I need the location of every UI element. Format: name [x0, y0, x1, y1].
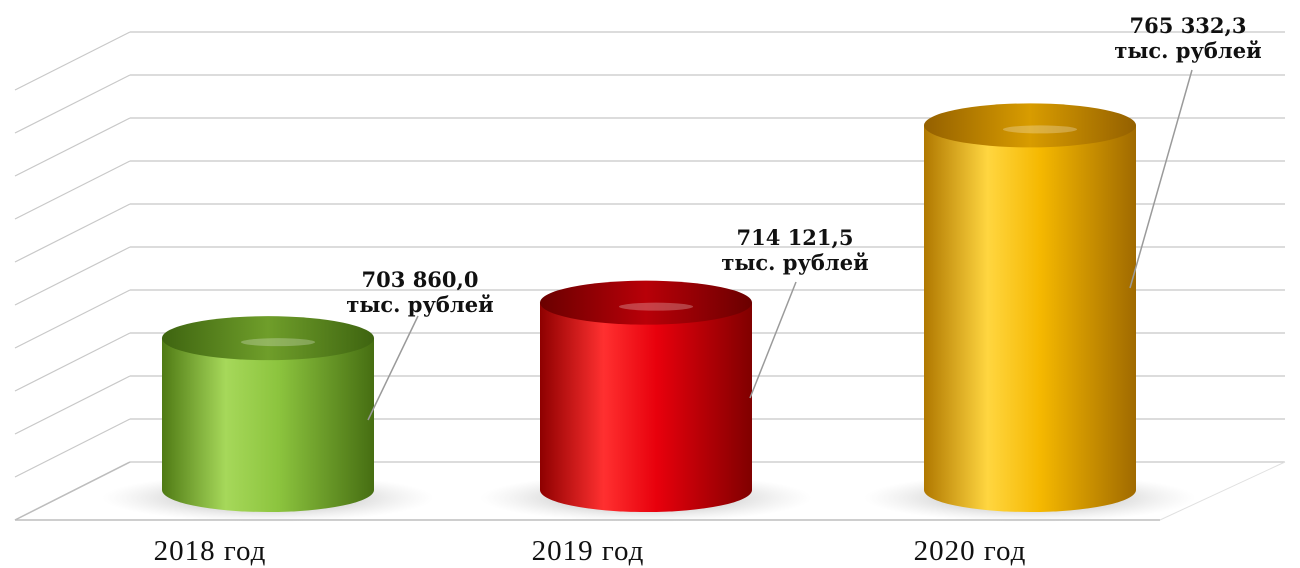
x-axis-labels: 2018 год 2019 год 2020 год [154, 535, 1027, 567]
x-tick-label: 2019 год [532, 535, 645, 567]
bar-top [924, 103, 1136, 148]
gridline-depth [14, 418, 131, 478]
gridline-depth [14, 375, 131, 435]
bar-top [162, 316, 374, 361]
bar [924, 125, 1136, 513]
bar-cylinder [480, 280, 812, 522]
bars-group [102, 103, 1196, 522]
gridline-depth [14, 246, 131, 306]
leader-line [1129, 69, 1193, 289]
data-label-value: 714 121,5 [737, 225, 854, 250]
data-label-unit: тыс. рублей [346, 292, 493, 317]
bar-highlight [618, 302, 694, 311]
data-label-unit: тыс. рублей [721, 250, 868, 275]
data-label-unit: тыс. рублей [1114, 38, 1261, 63]
bar [540, 302, 752, 512]
x-tick-label: 2020 год [914, 535, 1027, 567]
gridline-depth [14, 117, 131, 177]
bar-highlight [240, 338, 316, 347]
bar-cylinder [864, 103, 1196, 522]
data-label-value: 703 860,0 [362, 267, 479, 292]
bar-cylinder [102, 316, 434, 522]
gridline-depth [14, 160, 131, 220]
gridline-depth [14, 332, 131, 392]
bar-top [540, 280, 752, 325]
gridline-depth [14, 289, 131, 349]
bar-highlight [1002, 125, 1078, 134]
data-label-value: 765 332,3 [1130, 13, 1247, 38]
leader-line [367, 315, 419, 421]
x-tick-label: 2018 год [154, 535, 267, 567]
gridline-depth [14, 203, 131, 263]
floor-side [14, 461, 131, 521]
gridline-depth [14, 74, 131, 134]
floor-side-right [1159, 461, 1286, 521]
gridline-depth [14, 31, 131, 91]
leader-line [749, 281, 797, 399]
bar [162, 338, 374, 512]
